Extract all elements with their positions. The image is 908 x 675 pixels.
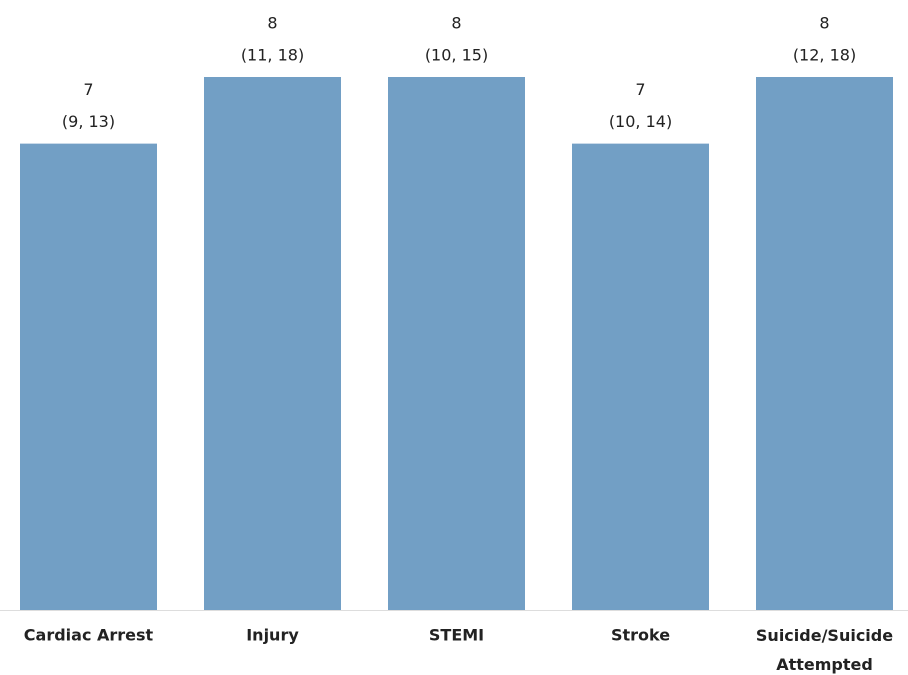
x-tick-label: Suicide/Suicide Attempted [756, 626, 893, 674]
x-tick-label: Stroke [611, 626, 670, 645]
x-tick-label-line: Attempted [776, 655, 873, 674]
x-tick-label: Injury [246, 626, 299, 645]
interval-label: (10, 14) [609, 112, 672, 131]
interval-label: (12, 18) [793, 46, 856, 65]
data-label: 8 [451, 14, 461, 33]
data-label: 7 [635, 80, 645, 99]
interval-label: (9, 13) [62, 112, 115, 131]
x-tick-label: STEMI [429, 626, 484, 645]
interval-label: (11, 18) [241, 46, 304, 65]
x-tick-label: Cardiac Arrest [24, 626, 154, 645]
bar [388, 77, 525, 610]
interval-label: (10, 15) [425, 46, 488, 65]
bar [20, 143, 157, 610]
data-label: 8 [819, 14, 829, 33]
bar [204, 77, 341, 610]
bar [756, 77, 893, 610]
x-tick-label-line: Suicide/Suicide [756, 626, 893, 645]
data-label: 7 [83, 80, 93, 99]
bar [572, 143, 709, 610]
data-label: 8 [267, 14, 277, 33]
